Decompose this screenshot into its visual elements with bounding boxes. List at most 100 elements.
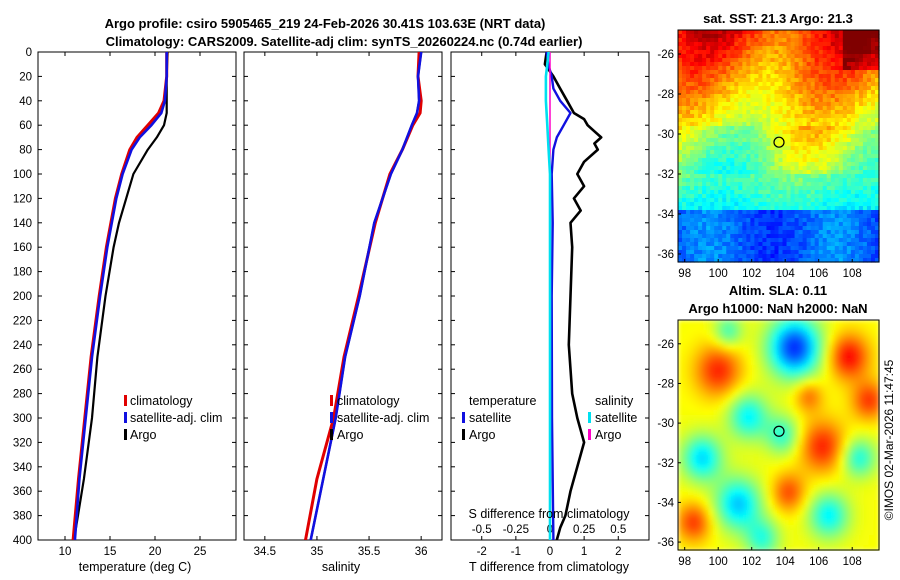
map-cell xyxy=(718,420,724,426)
map-cell xyxy=(702,62,707,67)
map-cell xyxy=(708,530,714,536)
map-cell xyxy=(798,218,804,223)
map-cell xyxy=(714,74,719,79)
map-cell xyxy=(688,375,694,381)
map-cell xyxy=(774,50,780,55)
map-cell xyxy=(822,206,828,211)
map-cell xyxy=(833,355,840,361)
map-cell xyxy=(746,130,751,135)
map-cell xyxy=(826,182,832,187)
map-cell xyxy=(698,258,703,263)
map-cell xyxy=(778,234,784,239)
map-cell xyxy=(686,118,691,123)
map-cell xyxy=(678,545,684,551)
map-cell xyxy=(766,226,772,231)
map-cell xyxy=(862,250,868,255)
map-cell xyxy=(698,320,704,326)
map-cell xyxy=(714,162,719,167)
map-cell xyxy=(686,130,691,135)
map-cell xyxy=(713,330,719,336)
map-cell xyxy=(746,218,751,223)
map-cell xyxy=(846,226,852,231)
map-cell xyxy=(793,325,800,331)
map-cell xyxy=(754,170,759,175)
map-cell xyxy=(774,186,780,191)
map-cell xyxy=(703,460,709,466)
map-cell xyxy=(683,525,689,531)
map-cell xyxy=(702,202,707,207)
map-cell xyxy=(748,475,754,481)
map-cell xyxy=(828,330,835,336)
map-cell xyxy=(766,110,772,115)
map-cell xyxy=(854,166,860,171)
map-cell xyxy=(714,66,719,71)
map-cell xyxy=(754,74,759,79)
map-cell xyxy=(718,74,723,79)
map-cell xyxy=(783,445,790,451)
map-cell xyxy=(803,365,810,371)
map-cell xyxy=(868,500,875,506)
map-cell xyxy=(873,425,880,431)
map-cell xyxy=(738,42,743,47)
map-cell xyxy=(730,210,735,215)
map-cell xyxy=(686,194,691,199)
map-cell xyxy=(818,158,824,163)
map-cell xyxy=(842,38,848,43)
map-cell xyxy=(788,420,795,426)
map-cell xyxy=(786,178,792,183)
map-cell xyxy=(802,214,808,219)
map-cell xyxy=(830,198,836,203)
map-cell xyxy=(778,190,784,195)
map-cell xyxy=(813,335,820,341)
map-cell xyxy=(734,170,739,175)
map-cell xyxy=(853,515,860,521)
map-cell xyxy=(774,34,780,39)
map-cell xyxy=(694,238,699,243)
map-cell xyxy=(810,250,816,255)
map-cell xyxy=(738,58,743,63)
map-cell xyxy=(828,380,835,386)
map-cell xyxy=(813,495,820,501)
map-cell xyxy=(803,530,810,536)
map-cell xyxy=(708,540,714,546)
map-cell xyxy=(726,230,731,235)
map-cell xyxy=(733,435,739,441)
map-cell xyxy=(708,335,714,341)
map-cell xyxy=(758,222,764,227)
map-cell xyxy=(708,440,714,446)
map-cell xyxy=(818,86,824,91)
map-cell xyxy=(818,58,824,63)
map-cell xyxy=(838,340,845,346)
map-cell xyxy=(794,206,800,211)
map-cell xyxy=(862,226,868,231)
map-cell xyxy=(773,540,780,546)
map-cell xyxy=(794,226,800,231)
map-cell xyxy=(688,365,694,371)
map-cell xyxy=(823,485,830,491)
map-cell xyxy=(762,150,768,155)
map-cell xyxy=(778,198,784,203)
map-cell xyxy=(728,485,734,491)
map-cell xyxy=(874,254,880,259)
map-cell xyxy=(848,435,855,441)
map-cell xyxy=(866,154,872,159)
map-cell xyxy=(763,475,770,481)
map-cell xyxy=(778,246,784,251)
map-cell xyxy=(743,345,749,351)
map-cell xyxy=(823,430,830,436)
map-cell xyxy=(806,70,812,75)
map-cell xyxy=(818,325,825,331)
map-cell xyxy=(762,94,768,99)
map-cell xyxy=(698,415,704,421)
map-cell xyxy=(790,222,796,227)
map-cell xyxy=(754,202,759,207)
map-cell xyxy=(866,142,872,147)
map-cell xyxy=(706,54,711,59)
map-cell xyxy=(818,535,825,541)
map-cell xyxy=(702,234,707,239)
map-cell xyxy=(763,385,770,391)
map-cell xyxy=(742,242,747,247)
map-cell xyxy=(722,74,727,79)
map-cell xyxy=(790,30,796,35)
map-cell xyxy=(683,340,689,346)
